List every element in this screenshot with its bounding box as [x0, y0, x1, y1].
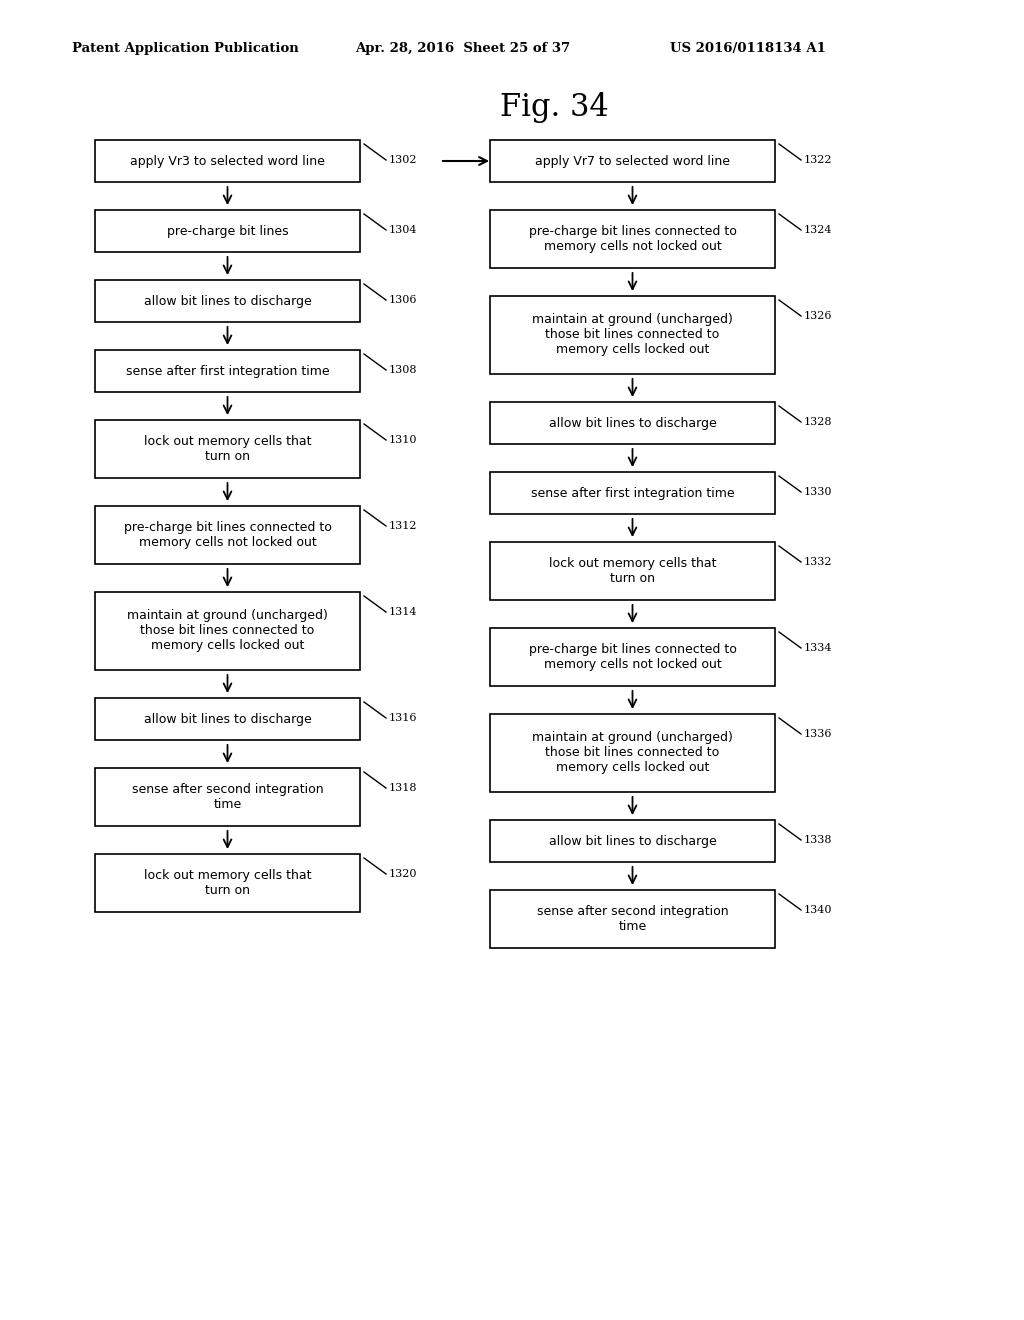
Text: allow bit lines to discharge: allow bit lines to discharge [143, 713, 311, 726]
Text: 1338: 1338 [804, 836, 833, 845]
Text: 1308: 1308 [389, 366, 418, 375]
Text: 1304: 1304 [389, 224, 418, 235]
Text: 1332: 1332 [804, 557, 833, 568]
Text: maintain at ground (uncharged)
those bit lines connected to
memory cells locked : maintain at ground (uncharged) those bit… [532, 314, 733, 356]
Text: 1334: 1334 [804, 643, 833, 653]
Text: sense after second integration
time: sense after second integration time [132, 783, 324, 810]
Bar [95, 768, 360, 826]
Bar [490, 714, 775, 792]
Text: pre-charge bit lines connected to
memory cells not locked out: pre-charge bit lines connected to memory… [528, 643, 736, 671]
Text: 1336: 1336 [804, 729, 833, 739]
Text: maintain at ground (uncharged)
those bit lines connected to
memory cells locked : maintain at ground (uncharged) those bit… [532, 731, 733, 775]
Bar [490, 543, 775, 601]
Text: 1306: 1306 [389, 294, 418, 305]
Text: 1328: 1328 [804, 417, 833, 426]
Text: 1320: 1320 [389, 869, 418, 879]
Text: 1322: 1322 [804, 154, 833, 165]
Bar [95, 698, 360, 741]
Bar [95, 591, 360, 671]
Text: lock out memory cells that
turn on: lock out memory cells that turn on [143, 869, 311, 898]
Text: pre-charge bit lines: pre-charge bit lines [167, 224, 289, 238]
Text: 1312: 1312 [389, 521, 418, 531]
Text: allow bit lines to discharge: allow bit lines to discharge [143, 294, 311, 308]
Bar [490, 890, 775, 948]
Text: Fig. 34: Fig. 34 [500, 92, 608, 123]
Text: 1330: 1330 [804, 487, 833, 498]
Text: allow bit lines to discharge: allow bit lines to discharge [549, 417, 717, 429]
Bar [95, 506, 360, 564]
Text: pre-charge bit lines connected to
memory cells not locked out: pre-charge bit lines connected to memory… [528, 224, 736, 253]
Text: pre-charge bit lines connected to
memory cells not locked out: pre-charge bit lines connected to memory… [124, 521, 332, 549]
Text: Apr. 28, 2016  Sheet 25 of 37: Apr. 28, 2016 Sheet 25 of 37 [355, 42, 570, 55]
Bar [490, 296, 775, 374]
Text: 1310: 1310 [389, 436, 418, 445]
Bar [95, 350, 360, 392]
Text: lock out memory cells that
turn on: lock out memory cells that turn on [143, 436, 311, 463]
Text: sense after first integration time: sense after first integration time [530, 487, 734, 499]
Text: 1318: 1318 [389, 783, 418, 793]
Text: US 2016/0118134 A1: US 2016/0118134 A1 [670, 42, 826, 55]
Text: lock out memory cells that
turn on: lock out memory cells that turn on [549, 557, 716, 585]
Bar [490, 140, 775, 182]
Bar [95, 140, 360, 182]
Bar [490, 473, 775, 513]
Text: 1314: 1314 [389, 607, 418, 616]
Text: allow bit lines to discharge: allow bit lines to discharge [549, 834, 717, 847]
Text: 1302: 1302 [389, 154, 418, 165]
Text: Patent Application Publication: Patent Application Publication [72, 42, 299, 55]
Bar [95, 420, 360, 478]
Text: 1324: 1324 [804, 224, 833, 235]
Text: 1340: 1340 [804, 906, 833, 915]
Bar [490, 403, 775, 444]
Text: sense after second integration
time: sense after second integration time [537, 906, 728, 933]
Bar [490, 210, 775, 268]
Text: 1326: 1326 [804, 312, 833, 321]
Bar [95, 210, 360, 252]
Bar [490, 820, 775, 862]
Text: maintain at ground (uncharged)
those bit lines connected to
memory cells locked : maintain at ground (uncharged) those bit… [127, 610, 328, 652]
Text: apply Vr7 to selected word line: apply Vr7 to selected word line [535, 154, 730, 168]
Bar [490, 628, 775, 686]
Text: apply Vr3 to selected word line: apply Vr3 to selected word line [130, 154, 325, 168]
Text: sense after first integration time: sense after first integration time [126, 364, 330, 378]
Text: 1316: 1316 [389, 713, 418, 723]
Bar [95, 854, 360, 912]
Bar [95, 280, 360, 322]
